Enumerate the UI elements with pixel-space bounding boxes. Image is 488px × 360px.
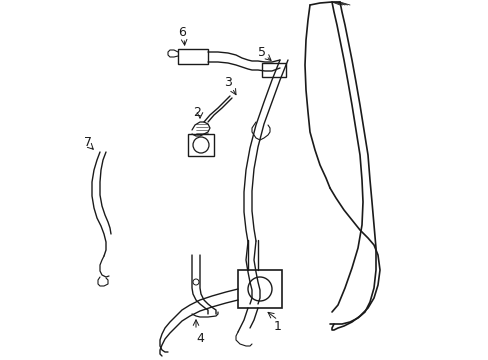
Text: 3: 3 [224, 76, 231, 89]
Bar [178, 49, 207, 64]
Text: 2: 2 [193, 105, 201, 118]
Text: 6: 6 [178, 26, 185, 39]
Text: 1: 1 [273, 320, 282, 333]
Text: 4: 4 [196, 332, 203, 345]
Bar [238, 270, 282, 308]
Bar [262, 63, 285, 77]
Text: 5: 5 [258, 45, 265, 59]
Bar [187, 134, 214, 156]
Text: 7: 7 [84, 135, 92, 149]
